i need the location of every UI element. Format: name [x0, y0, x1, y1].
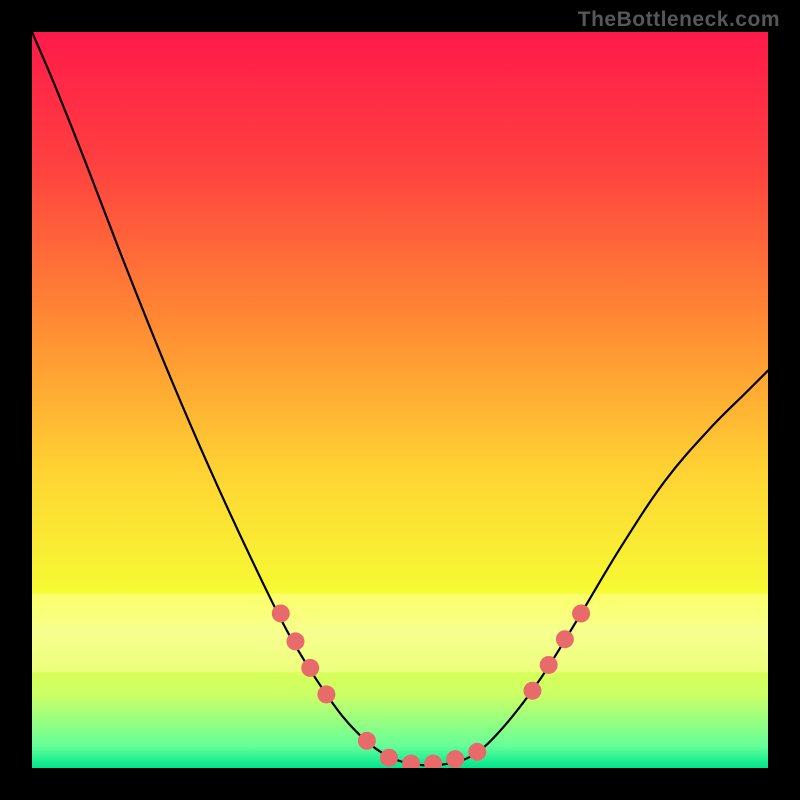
curve-marker: [380, 749, 398, 767]
highlight-band: [32, 594, 768, 673]
curve-marker: [468, 743, 486, 761]
curve-marker: [301, 659, 319, 677]
chart-plot-area: [32, 32, 768, 768]
chart-svg: [32, 32, 768, 768]
curve-marker: [446, 750, 464, 768]
curve-marker: [286, 632, 304, 650]
curve-marker: [272, 604, 290, 622]
curve-marker: [556, 630, 574, 648]
curve-marker: [540, 656, 558, 674]
curve-marker: [358, 732, 376, 750]
curve-marker: [317, 685, 335, 703]
watermark-label: TheBottleneck.com: [578, 8, 780, 32]
curve-marker: [572, 604, 590, 622]
curve-marker: [523, 682, 541, 700]
